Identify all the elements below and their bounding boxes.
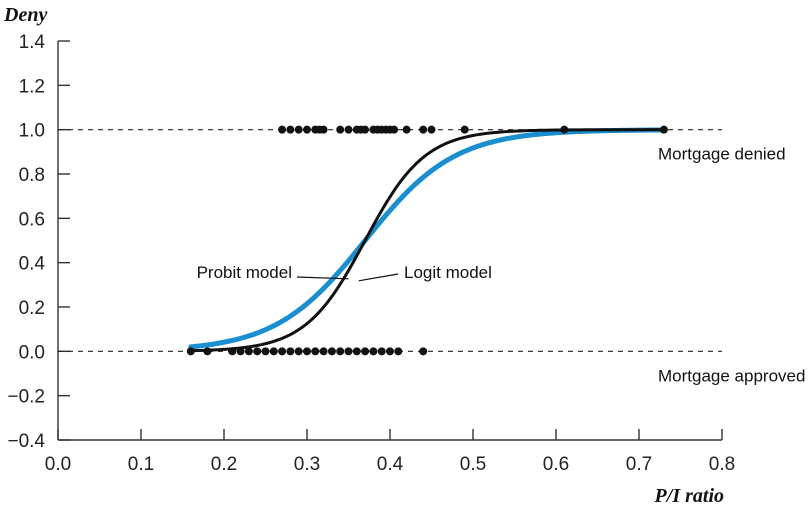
approved-point [228, 347, 237, 356]
logit-curve [189, 128, 666, 353]
approved-point [244, 347, 253, 356]
x-tick-label: 0.8 [709, 454, 735, 475]
denied-point [560, 125, 569, 134]
approved-point [253, 347, 262, 356]
logit-leader-line [358, 273, 399, 282]
curves [188, 127, 667, 353]
y-tick-label: 1.2 [19, 76, 45, 97]
approved-point [286, 347, 295, 356]
approved-point [369, 347, 378, 356]
x-axis-title: P/I ratio [654, 485, 724, 505]
x-tick-label: 0.6 [543, 454, 569, 475]
approved-point [186, 347, 195, 356]
x-tick-label: 0.1 [128, 454, 154, 475]
approved-point [352, 347, 361, 356]
approved-point [419, 347, 428, 356]
approved-point [261, 347, 270, 356]
x-tick-label: 0.2 [211, 454, 237, 475]
y-axis-title: Deny [3, 4, 47, 26]
x-tick-label: 0.5 [460, 454, 486, 475]
approved-point [336, 347, 345, 356]
probit-model-label: Probit model [197, 263, 292, 282]
approved-point [303, 347, 311, 356]
approved-point [394, 347, 403, 356]
mortgage-approved-label: Mortgage approved [658, 366, 805, 385]
approved-point [311, 347, 320, 356]
observation-points [186, 125, 668, 356]
y-tick-label: −0.4 [7, 431, 45, 452]
denied-point [336, 125, 345, 134]
x-tick-label: 0.7 [626, 454, 652, 475]
y-tick-label: 1.4 [19, 32, 46, 53]
approved-point [327, 347, 336, 356]
probit-curve [188, 127, 667, 350]
denied-point [294, 125, 303, 134]
denied-point [659, 125, 668, 134]
y-tick-label: 1.0 [19, 121, 45, 142]
axes [57, 41, 722, 441]
annotations: Probit model Logit model [197, 263, 492, 282]
denied-point [419, 125, 428, 134]
denied-point [319, 125, 328, 134]
y-tick-label: 0.8 [19, 165, 45, 186]
x-tick-label: 0.4 [377, 454, 404, 475]
ticks: −0.4 −0.2 0.0 0.2 0.4 0.6 0.8 1.0 1.2 1.4 0.0 0.1 0.… [7, 32, 735, 475]
approved-point [319, 347, 328, 356]
denied-point [427, 125, 436, 134]
approved-point [386, 347, 394, 356]
denied-point [286, 125, 295, 134]
approved-point [344, 347, 353, 356]
denied-point [344, 125, 353, 134]
approved-point [377, 347, 386, 356]
y-tick-label: 0.2 [19, 298, 45, 319]
approved-point [361, 347, 370, 356]
y-tick-label: −0.2 [7, 387, 45, 408]
approved-point [294, 347, 303, 356]
mortgage-denied-label: Mortgage denied [658, 145, 786, 164]
x-tick-label: 0.3 [294, 454, 320, 475]
approved-point [278, 347, 287, 356]
denied-point [460, 125, 469, 134]
y-tick-label: 0.0 [19, 342, 45, 363]
approved-point [203, 347, 212, 356]
probit-leader-line [296, 276, 349, 280]
y-tick-label: 0.4 [19, 254, 46, 275]
denied-point [402, 125, 411, 134]
denied-point [303, 125, 311, 134]
y-tick-label: 0.6 [19, 209, 45, 230]
denied-point [278, 125, 287, 134]
approved-point [236, 347, 245, 356]
denied-point [390, 125, 399, 134]
denied-point [361, 125, 370, 134]
x-tick-label: 0.0 [45, 454, 71, 475]
approved-point [269, 347, 278, 356]
logit-model-label: Logit model [404, 263, 492, 282]
